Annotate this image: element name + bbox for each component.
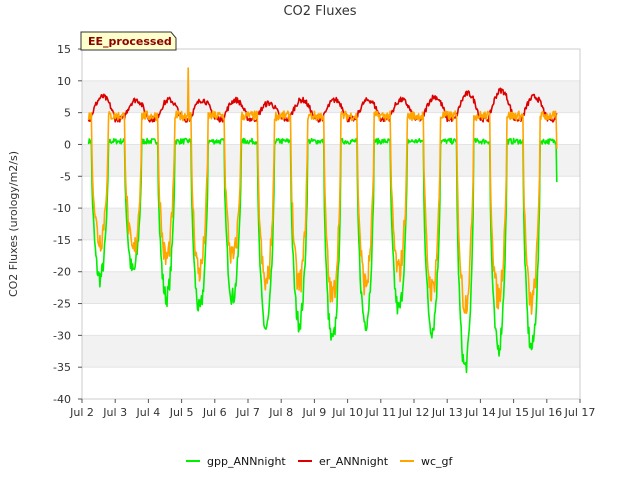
x-tick-label: Jul 17 (564, 406, 596, 419)
x-tick-label: Jul 11 (364, 406, 396, 419)
y-axis: -40 -35 -30 -25 -20 -15 -10 -5 0 5 10 15 (53, 43, 82, 406)
series-layer (87, 67, 558, 374)
grid-band (82, 144, 580, 177)
plot-frame (81, 48, 581, 400)
x-tick-label: Jul 10 (331, 406, 363, 419)
y-tick-label: -10 (53, 202, 71, 215)
x-tick-label: Jul 14 (464, 406, 496, 419)
chart-title: CO2 Fluxes (283, 4, 356, 19)
x-tick-label: Jul 16 (530, 406, 562, 419)
y-tick-label: -40 (53, 393, 71, 406)
legend-label: gpp_ANNnight (207, 455, 286, 468)
y-tick-label: 10 (57, 75, 71, 88)
y-tick-label: -5 (60, 170, 71, 183)
x-tick-label: Jul 3 (102, 406, 127, 419)
y-tick-label: 15 (57, 43, 71, 56)
grid-band (82, 49, 580, 81)
y-tick-label: 0 (64, 138, 71, 151)
x-tick-label: Jul 4 (136, 406, 161, 419)
legend: gpp_ANNnight er_ANNnight wc_gf (186, 455, 454, 468)
x-tick-label: Jul 8 (268, 406, 293, 419)
y-axis-label: CO2 Fluxes (urology/m2/s) (7, 151, 20, 297)
grid-band (82, 176, 580, 209)
series-line-er_ANNnight (87, 87, 558, 123)
x-tick-label: Jul 6 (202, 406, 227, 419)
grid-band (82, 112, 580, 145)
grid-band (82, 208, 580, 240)
x-tick-label: Jul 9 (302, 406, 327, 419)
y-tick-label: -30 (53, 329, 71, 342)
y-tick-label: -15 (53, 234, 71, 247)
processed-badge: EE_processed (80, 31, 177, 51)
x-tick-label: Jul 2 (69, 406, 94, 419)
series-line-wc_gf (87, 67, 558, 315)
grid-band (82, 80, 580, 113)
badge-text: EE_processed (88, 35, 172, 48)
y-tick-label: -35 (53, 361, 71, 374)
x-tick-label: Jul 7 (235, 406, 260, 419)
y-tick-label: 5 (64, 107, 71, 120)
x-tick-label: Jul 12 (398, 406, 430, 419)
x-tick-label: Jul 13 (431, 406, 463, 419)
x-axis: Jul 2 Jul 3 Jul 4 Jul 5 Jul 6 Jul 7 Jul 8 Jul 9… (69, 399, 595, 419)
series-line-gpp_ANNnight (87, 137, 558, 374)
grid-band (82, 367, 580, 399)
legend-label: wc_gf (421, 455, 454, 468)
x-tick-label: Jul 15 (497, 406, 529, 419)
y-tick-label: -20 (53, 266, 71, 279)
x-tick-label: Jul 5 (169, 406, 194, 419)
y-tick-label: -25 (53, 298, 71, 311)
legend-label: er_ANNnight (319, 455, 389, 468)
